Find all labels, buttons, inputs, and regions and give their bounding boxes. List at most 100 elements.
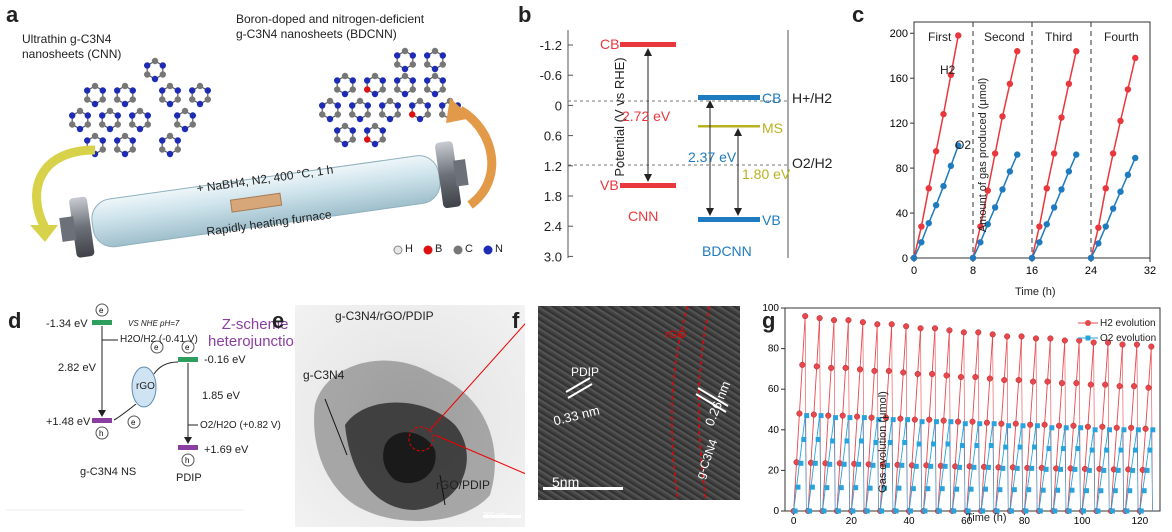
atom-n-icon xyxy=(334,127,341,134)
c-point-O2 xyxy=(1058,186,1065,193)
g-point-o2 xyxy=(1107,427,1113,433)
g-point-o2 xyxy=(1086,467,1092,473)
c-run-third: Third xyxy=(1045,30,1073,44)
g-legend-h2: H2 evolution xyxy=(1100,318,1156,329)
g-point-o2 xyxy=(913,463,919,469)
atom-c-icon xyxy=(91,132,99,140)
atom-n-icon xyxy=(166,100,174,108)
g-point-o2 xyxy=(1014,465,1020,471)
hrtem-f-drawing xyxy=(543,306,729,500)
g-point-h2 xyxy=(911,416,918,423)
cn-gap: 2.82 eV xyxy=(58,362,96,374)
atom-n-icon xyxy=(379,102,386,109)
g-point-o2 xyxy=(1040,487,1046,493)
g-point-o2 xyxy=(957,464,963,470)
c-point-H2 xyxy=(1043,185,1050,192)
c-point-O2 xyxy=(991,204,999,211)
c-ytick-label: 80 xyxy=(896,163,908,175)
g-point-h2 xyxy=(989,331,996,338)
g-point-o2 xyxy=(985,464,991,470)
c-point-O2 xyxy=(1006,168,1014,175)
atom-c-icon xyxy=(394,61,401,68)
g-point-o2 xyxy=(830,438,836,444)
chart-c: 0 8 16 24 32 0 40 80 120 160 200 xyxy=(890,21,1156,277)
pdip-cb-value: -0.16 eV xyxy=(204,354,246,366)
atom-c-icon xyxy=(204,96,211,103)
g-point-h2 xyxy=(813,363,820,370)
g-point-o2 xyxy=(896,485,902,491)
g-point-h2 xyxy=(825,412,832,419)
atom-n-icon xyxy=(129,112,136,119)
g-point-o2 xyxy=(910,486,916,492)
o-ref-label: O2/H2C xyxy=(792,155,832,171)
c-point-O2 xyxy=(910,254,918,262)
c-point-H2 xyxy=(1014,48,1021,55)
g-point-h2 xyxy=(1018,333,1025,340)
atom-n-icon xyxy=(409,102,416,109)
c-point-O2 xyxy=(1095,240,1102,247)
g-point-o2 xyxy=(1046,446,1052,452)
g-drop-line xyxy=(1021,425,1023,512)
g-point-h2 xyxy=(802,313,809,320)
bd-gap1-label: 2.37 eV xyxy=(688,149,737,165)
c-point-H2 xyxy=(1095,224,1102,231)
g-point-o2 xyxy=(804,413,810,419)
g-legend-o2: O2 evolution xyxy=(1100,333,1157,344)
c-ytick-label: 160 xyxy=(890,73,908,85)
atom-n-icon xyxy=(76,125,84,133)
atom-n-icon xyxy=(204,87,211,94)
g-point-h2 xyxy=(1128,424,1135,431)
g-drop-line xyxy=(934,421,937,512)
scale-bar-e xyxy=(483,515,521,518)
g-point-o2 xyxy=(1037,508,1043,514)
panel-label-b: b xyxy=(518,2,532,27)
atom-n-icon xyxy=(341,90,349,98)
atom-n-icon xyxy=(84,112,91,119)
g-point-h2 xyxy=(960,329,967,336)
legend-n: N xyxy=(495,243,503,255)
b-ytick-label: -0.6 xyxy=(540,68,562,83)
atom-c-icon xyxy=(99,96,106,103)
atom-c-icon xyxy=(114,121,121,128)
atom-n-icon xyxy=(431,65,439,73)
g-point-h2 xyxy=(1119,341,1126,348)
g-drop-line xyxy=(804,415,807,512)
pdip-vb-value: +1.69 eV xyxy=(204,444,249,456)
c-point-O2 xyxy=(925,219,932,227)
g-point-h2 xyxy=(1044,378,1051,385)
c-run-fourth: Fourth xyxy=(1104,30,1139,44)
g-point-o2 xyxy=(1072,466,1078,472)
atom-c-icon xyxy=(159,71,166,78)
g-drop-line xyxy=(977,423,980,512)
g-drop-line xyxy=(1107,429,1110,512)
atom-n-icon xyxy=(99,137,106,144)
right-flange xyxy=(435,141,461,209)
cnn-title-line2: nanosheets (CNN) xyxy=(22,47,122,61)
g-xtick-label: 60 xyxy=(961,516,973,527)
atom-n-icon xyxy=(409,52,416,59)
g-point-o2 xyxy=(928,463,934,469)
atom-c-icon xyxy=(394,111,401,118)
selection-circle xyxy=(408,426,434,452)
c-point-H2 xyxy=(1065,80,1073,88)
atom-c-icon xyxy=(356,97,364,105)
g-point-o2 xyxy=(933,419,939,425)
g-point-o2 xyxy=(965,508,971,514)
yellow-curve-arrow xyxy=(32,145,96,231)
synthesis-illustration xyxy=(30,47,497,258)
g-point-o2 xyxy=(850,508,856,514)
atom-n-icon xyxy=(189,112,196,119)
c-h2-label: H2 xyxy=(940,63,956,77)
atom-c-icon xyxy=(99,121,106,128)
g-drop-line xyxy=(1064,427,1067,512)
g-point-h2 xyxy=(1032,335,1040,342)
atom-c-icon xyxy=(424,111,431,118)
cnn-gap-label: 2.72 eV xyxy=(622,108,671,124)
g-point-h2 xyxy=(874,321,881,328)
g-point-o2 xyxy=(1135,427,1141,433)
atom-c-icon xyxy=(144,71,151,78)
g-point-o2 xyxy=(974,443,980,449)
g-point-o2 xyxy=(1020,423,1026,429)
atom-n-icon xyxy=(394,52,401,59)
g-point-h2 xyxy=(998,420,1005,427)
